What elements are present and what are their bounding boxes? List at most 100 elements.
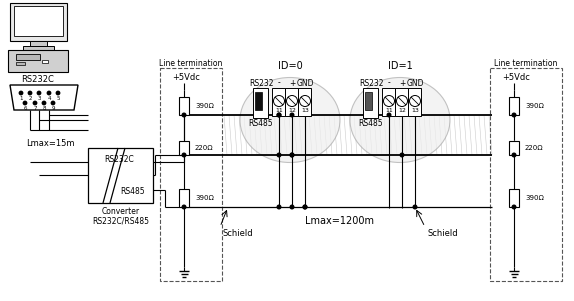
Circle shape bbox=[51, 101, 55, 105]
Circle shape bbox=[56, 91, 60, 95]
Circle shape bbox=[303, 205, 307, 209]
Circle shape bbox=[28, 91, 32, 95]
Text: 13: 13 bbox=[301, 108, 309, 113]
Bar bbox=[88, 148, 153, 203]
Circle shape bbox=[397, 95, 408, 107]
Text: ID=0: ID=0 bbox=[278, 61, 302, 71]
Text: 390Ω: 390Ω bbox=[525, 103, 544, 109]
Circle shape bbox=[512, 113, 516, 117]
Bar bbox=[179, 189, 189, 207]
Ellipse shape bbox=[240, 77, 340, 163]
Bar bbox=[382, 88, 395, 116]
Bar bbox=[408, 88, 421, 116]
Bar bbox=[16, 62, 25, 65]
Circle shape bbox=[24, 101, 27, 105]
Bar bbox=[179, 141, 189, 155]
Text: 13: 13 bbox=[411, 108, 419, 113]
Bar bbox=[490, 68, 562, 281]
Bar bbox=[160, 68, 222, 281]
Bar bbox=[272, 88, 285, 116]
Text: RS485: RS485 bbox=[120, 187, 145, 196]
Text: Lmax=1200m: Lmax=1200m bbox=[305, 216, 374, 226]
Text: 12: 12 bbox=[288, 108, 296, 113]
Text: RS485: RS485 bbox=[359, 119, 383, 128]
Circle shape bbox=[277, 113, 281, 117]
Bar bbox=[16, 54, 40, 60]
Text: -: - bbox=[387, 79, 390, 88]
Circle shape bbox=[273, 95, 285, 107]
Circle shape bbox=[277, 113, 281, 117]
Text: RS232C/RS485: RS232C/RS485 bbox=[92, 216, 149, 225]
Text: RS232: RS232 bbox=[249, 79, 273, 88]
Text: 4: 4 bbox=[47, 97, 51, 101]
Bar bbox=[365, 92, 372, 110]
Circle shape bbox=[47, 91, 51, 95]
Bar bbox=[298, 88, 311, 116]
Text: 6: 6 bbox=[24, 106, 27, 111]
Text: -: - bbox=[278, 79, 280, 88]
Text: RS232C: RS232C bbox=[104, 156, 134, 165]
Bar bbox=[253, 88, 268, 118]
Polygon shape bbox=[10, 85, 78, 110]
Circle shape bbox=[409, 95, 421, 107]
Bar bbox=[509, 97, 519, 115]
Text: Converter: Converter bbox=[102, 207, 139, 216]
Circle shape bbox=[290, 153, 294, 157]
Text: 390Ω: 390Ω bbox=[195, 195, 214, 201]
Circle shape bbox=[383, 95, 394, 107]
Bar bbox=[255, 92, 262, 110]
Circle shape bbox=[303, 205, 307, 209]
Text: 2: 2 bbox=[28, 97, 32, 101]
Text: +5Vdc: +5Vdc bbox=[172, 73, 200, 82]
Bar bbox=[363, 88, 378, 118]
Text: 7: 7 bbox=[33, 106, 37, 111]
Circle shape bbox=[42, 101, 46, 105]
Bar bbox=[30, 41, 47, 46]
Circle shape bbox=[387, 113, 391, 117]
Bar bbox=[14, 6, 63, 36]
Text: Schield: Schield bbox=[223, 228, 253, 237]
Text: Lmax=15m: Lmax=15m bbox=[26, 138, 74, 147]
Ellipse shape bbox=[350, 77, 450, 163]
Text: 9: 9 bbox=[51, 106, 55, 111]
Circle shape bbox=[182, 153, 186, 157]
Circle shape bbox=[182, 113, 186, 117]
Text: 12: 12 bbox=[398, 108, 406, 113]
Circle shape bbox=[300, 95, 311, 107]
Text: 220Ω: 220Ω bbox=[195, 145, 214, 151]
Text: Schield: Schield bbox=[428, 228, 458, 237]
Bar bbox=[23, 46, 54, 50]
Text: Line termination: Line termination bbox=[494, 58, 558, 67]
Text: 1: 1 bbox=[20, 97, 23, 101]
Text: 220Ω: 220Ω bbox=[525, 145, 544, 151]
Circle shape bbox=[413, 205, 417, 209]
Bar bbox=[10, 3, 67, 41]
Text: GND: GND bbox=[296, 79, 314, 88]
Circle shape bbox=[512, 153, 516, 157]
Circle shape bbox=[33, 101, 37, 105]
Text: RS485: RS485 bbox=[249, 119, 273, 128]
Circle shape bbox=[37, 91, 41, 95]
Circle shape bbox=[400, 153, 404, 157]
Text: +5Vdc: +5Vdc bbox=[502, 73, 530, 82]
Circle shape bbox=[290, 113, 294, 117]
Text: 5: 5 bbox=[56, 97, 60, 101]
Text: RS232C: RS232C bbox=[22, 75, 55, 83]
Bar bbox=[42, 60, 48, 63]
Text: Line termination: Line termination bbox=[160, 58, 223, 67]
Circle shape bbox=[290, 205, 294, 209]
Text: 390Ω: 390Ω bbox=[525, 195, 544, 201]
Text: 11: 11 bbox=[385, 108, 393, 113]
Bar bbox=[285, 88, 298, 116]
Circle shape bbox=[277, 153, 281, 157]
Text: 390Ω: 390Ω bbox=[195, 103, 214, 109]
Text: RS232: RS232 bbox=[359, 79, 383, 88]
Circle shape bbox=[277, 205, 281, 209]
Circle shape bbox=[512, 205, 516, 209]
Text: 11: 11 bbox=[275, 108, 283, 113]
Bar bbox=[8, 50, 68, 72]
Circle shape bbox=[20, 91, 23, 95]
Bar bbox=[509, 189, 519, 207]
Bar bbox=[509, 141, 519, 155]
Text: +: + bbox=[399, 79, 405, 88]
